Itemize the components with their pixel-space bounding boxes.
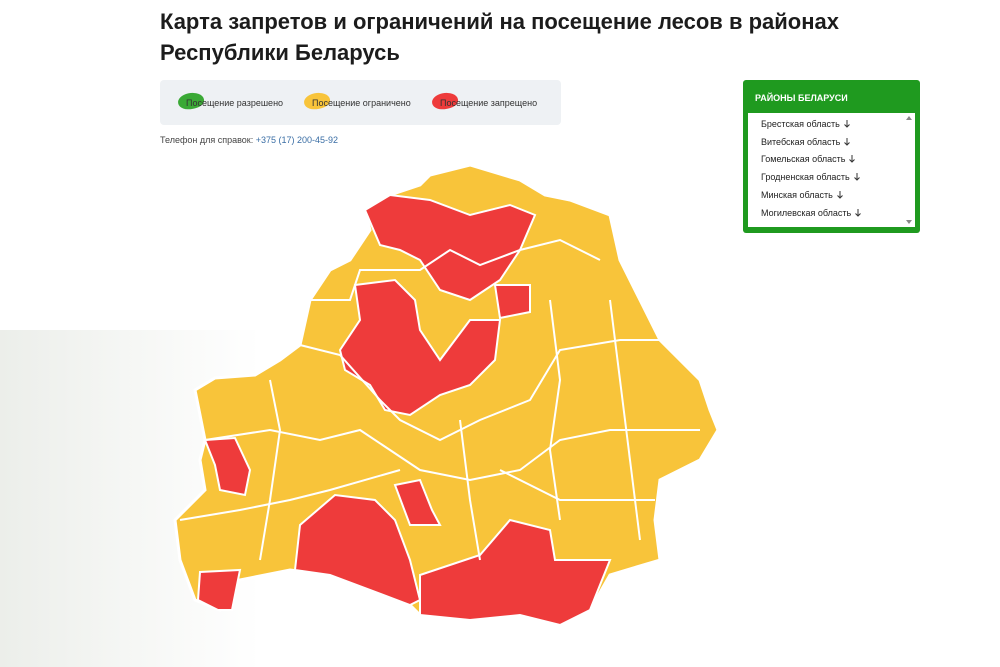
region-item[interactable]: Могилевская область	[761, 207, 862, 218]
border	[499, 469, 655, 501]
legend-item: Посещение запрещено	[430, 80, 537, 125]
expand-icon[interactable]	[836, 190, 843, 199]
border	[310, 238, 601, 301]
region-label[interactable]: Гомельская область	[761, 154, 846, 165]
district	[419, 518, 612, 627]
region-item[interactable]: Витебская область	[761, 136, 851, 147]
legend-label: Посещение ограничено	[312, 97, 411, 108]
phone-label: Телефон для справок:	[160, 135, 254, 145]
region-label[interactable]: Могилевская область	[761, 207, 852, 218]
district-borders	[179, 238, 700, 561]
border	[548, 299, 562, 521]
page-title: Карта запретов и ограничений на посещени…	[160, 9, 839, 65]
restricted-districts	[196, 193, 612, 627]
region-label[interactable]: Витебская область	[761, 136, 841, 147]
legend-label: Посещение запрещено	[440, 97, 538, 108]
panel-title: РАЙОНЫ БЕЛАРУСИ	[755, 93, 848, 103]
district	[203, 436, 252, 497]
region-item[interactable]: Брестская область	[761, 119, 850, 129]
region-label[interactable]: Брестская область	[761, 119, 840, 129]
expand-icon[interactable]	[855, 208, 862, 217]
expand-icon[interactable]	[844, 137, 851, 146]
expand-icon[interactable]	[849, 155, 856, 164]
border	[204, 428, 700, 482]
legend-label: Посещение разрешено	[186, 97, 284, 108]
regions-panel: РАЙОНЫ БЕЛАРУСИ Брестская область Витебск…	[743, 80, 920, 233]
region-item[interactable]: Гомельская область	[761, 154, 856, 165]
expand-icon[interactable]	[853, 173, 860, 181]
legend-item: Посещение разрешено	[176, 80, 283, 125]
phone: Телефон для справок: +375 (17) 200-45-92	[160, 135, 338, 145]
scrollbar[interactable]	[905, 115, 913, 225]
region-item[interactable]: Минская область	[761, 190, 843, 200]
border	[259, 379, 282, 561]
region-item[interactable]: Гродненская область	[761, 172, 860, 182]
district	[338, 278, 502, 417]
border	[299, 339, 660, 442]
district	[363, 193, 537, 302]
border	[459, 419, 481, 561]
expand-icon[interactable]	[843, 120, 850, 128]
legend-item: Посещение ограничено	[302, 80, 411, 125]
district	[293, 493, 422, 607]
border	[179, 469, 401, 521]
district	[196, 568, 242, 611]
district	[393, 478, 442, 526]
region-label[interactable]: Гродненская область	[761, 172, 850, 183]
phone-number[interactable]: +375 (17) 200-45-92	[255, 135, 339, 145]
district	[493, 284, 531, 320]
legend: Посещение разрешено Посещение ограничено…	[160, 80, 561, 125]
region-label[interactable]: Минская область	[761, 189, 833, 200]
region-list: Брестская область Витебская область Гомель…	[748, 113, 915, 227]
